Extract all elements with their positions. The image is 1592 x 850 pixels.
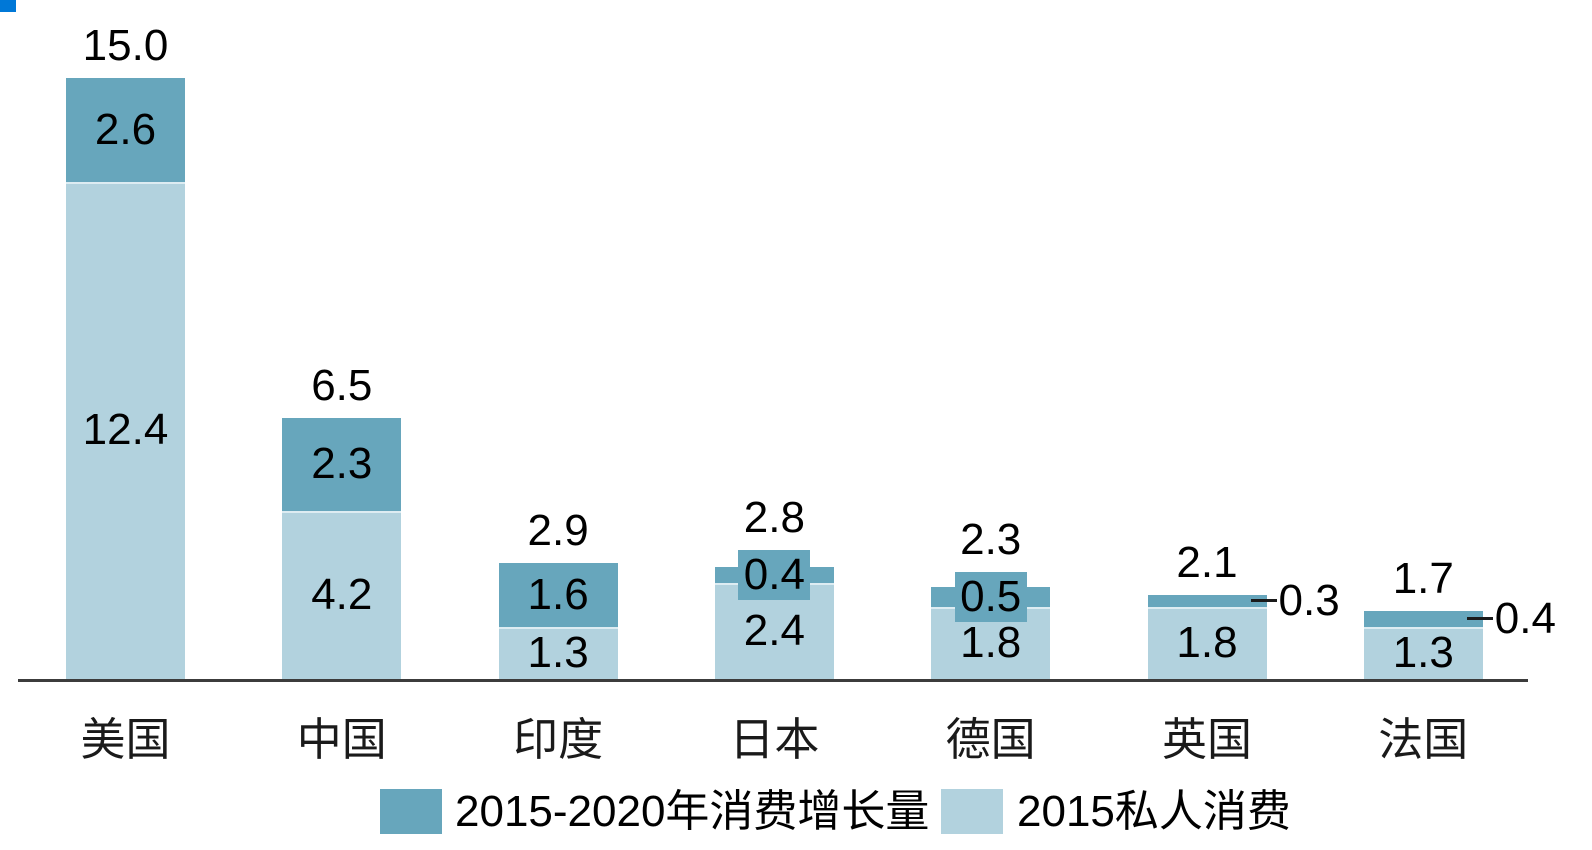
bar-3-base-label: 2.4	[743, 605, 805, 655]
bar-5-base-segment	[1147, 606, 1267, 679]
bar-1-base-label: 4.2	[311, 569, 373, 619]
bar-1-total-label: 6.5	[311, 361, 373, 411]
bar-1-growth-segment	[282, 418, 402, 511]
bar-0-base-label: 12.4	[82, 405, 169, 455]
bar-4-total-label: 2.3	[960, 514, 1022, 564]
bar-6-base-label: 1.3	[1392, 627, 1454, 677]
x-axis-label-5: 英国	[1161, 713, 1252, 765]
bar-4-growth-label: 0.5	[954, 571, 1027, 622]
legend-label-growth: 2015-2020年消费增长量	[455, 786, 930, 836]
bar-0-total-label: 15.0	[82, 20, 169, 70]
bar-5-leader-line	[1250, 599, 1277, 603]
bar-1-growth-label: 2.3	[311, 439, 373, 489]
bar-5-growth-segment	[1147, 594, 1267, 607]
bar-4-base-label: 1.8	[960, 617, 1022, 667]
bar-0-growth-segment	[66, 77, 185, 182]
bar-0-growth-label: 2.6	[94, 104, 157, 154]
accent-square	[0, 0, 16, 12]
legend-swatch-growth	[380, 789, 442, 834]
bar-0-base-segment	[66, 181, 185, 679]
x-axis-label-3: 日本	[729, 713, 820, 765]
legend-swatch-base	[941, 789, 1003, 834]
bar-6-total-label: 1.7	[1392, 553, 1454, 603]
bar-1-base-segment	[282, 510, 402, 679]
bar-2-base-segment	[498, 626, 618, 679]
bar-2-growth-segment	[498, 562, 618, 627]
bar-6-growth-segment	[1363, 610, 1483, 627]
bar-2-total-label: 2.9	[527, 505, 589, 555]
bar-3-total-label: 2.8	[743, 492, 805, 542]
bar-6-growth-label: 0.4	[1494, 593, 1556, 643]
bar-6-leader-line	[1466, 617, 1493, 621]
x-axis-label-1: 中国	[296, 713, 387, 765]
x-axis-label-2: 印度	[513, 713, 604, 765]
bar-6-base-segment	[1363, 626, 1483, 679]
bar-2-base-label: 1.3	[527, 627, 589, 677]
bar-5-total-label: 2.1	[1176, 537, 1238, 587]
legend-label-base: 2015私人消费	[1017, 786, 1291, 836]
x-axis-label-4: 德国	[945, 713, 1036, 765]
x-axis-line	[18, 679, 1528, 682]
x-axis-label-0: 美国	[80, 713, 171, 765]
bar-2-growth-label: 1.6	[527, 569, 589, 619]
bar-3-growth-label: 0.4	[738, 549, 811, 600]
bar-5-growth-label: 0.3	[1278, 575, 1340, 625]
bar-5-base-label: 1.8	[1176, 617, 1238, 667]
x-axis-label-6: 法国	[1378, 713, 1469, 765]
